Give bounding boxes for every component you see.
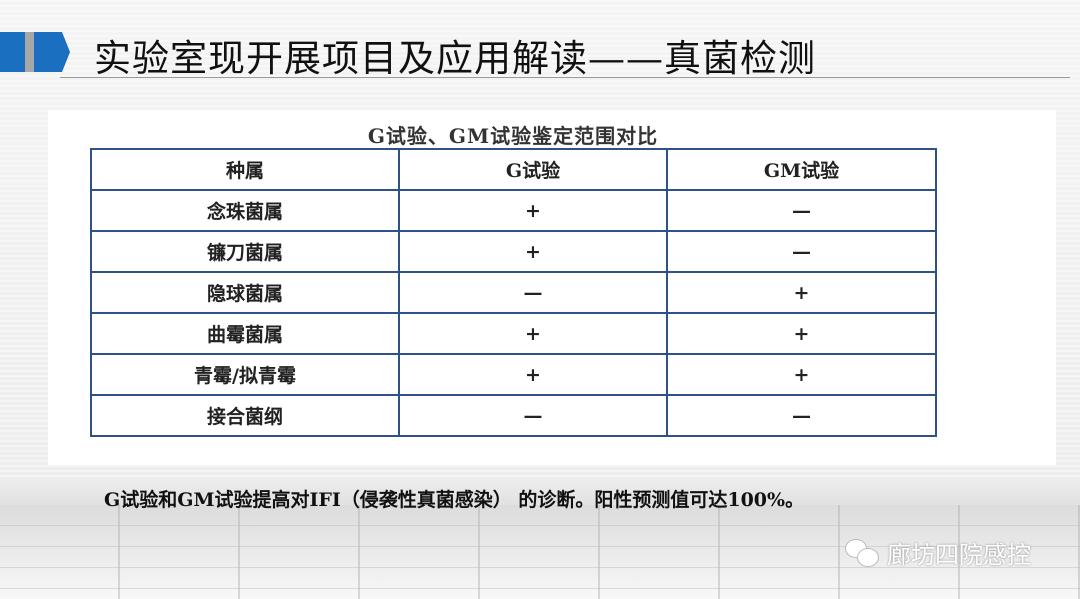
table-cell: — [666, 230, 937, 273]
table-cell: + [666, 312, 937, 355]
table-cell: 青霉/拟青霉 [90, 353, 400, 396]
table-cell: + [398, 312, 668, 355]
table-row: 青霉/拟青霉 + + [90, 353, 937, 396]
wechat-icon [845, 538, 879, 567]
table-row: 隐球菌属 — + [90, 271, 937, 314]
table-cell: 镰刀菌属 [90, 230, 400, 273]
table-cell: — [398, 394, 668, 437]
note-text: G试验和GM试验提高对IFI（侵袭性真菌感染） 的诊断。阳性预测值可达100%。 [104, 489, 805, 511]
table-cell: + [666, 353, 937, 396]
table-row: 曲霉菌属 + + [90, 312, 937, 355]
table-row: 念珠菌属 + — [90, 189, 937, 232]
table-cell: + [398, 189, 668, 232]
header-cell: GM试验 [666, 148, 937, 191]
table-cell: — [398, 271, 668, 314]
header-cell: G试验 [398, 148, 668, 191]
table-caption: G试验、GM试验鉴定范围对比 [367, 124, 659, 148]
table-cell: + [666, 271, 937, 314]
table-row: 镰刀菌属 + — [90, 230, 937, 273]
title-marker [0, 32, 70, 72]
table-cell: 隐球菌属 [90, 271, 400, 314]
comparison-table: 种属 G试验 GM试验 念珠菌属 + — 镰刀菌属 + — 隐球菌属 — + 曲霉菌属 + + 青霉/拟青霉 +… [90, 148, 937, 437]
table-header-row: 种属 G试验 GM试验 [90, 148, 937, 191]
watermark: 廊坊四院感控 [845, 535, 1031, 570]
table-cell: + [398, 353, 668, 396]
table-cell: 接合菌纲 [90, 394, 400, 437]
table-cell: 念珠菌属 [90, 189, 400, 232]
watermark-text: 廊坊四院感控 [887, 541, 1031, 569]
header-cell: 种属 [90, 148, 400, 191]
background-floor [0, 505, 1080, 599]
slide-title: 实验室现开展项目及应用解读——真菌检测 [94, 37, 816, 80]
table-cell: 曲霉菌属 [90, 312, 400, 355]
table-cell: — [666, 189, 937, 232]
table-panel: G试验、GM试验鉴定范围对比 种属 G试验 GM试验 念珠菌属 + — 镰刀菌属 + — 隐球菌属… [48, 110, 1056, 465]
table-cell: + [398, 230, 668, 273]
table-row: 接合菌纲 — — [90, 394, 937, 437]
table-cell: — [666, 394, 937, 437]
title-divider [60, 77, 1070, 78]
